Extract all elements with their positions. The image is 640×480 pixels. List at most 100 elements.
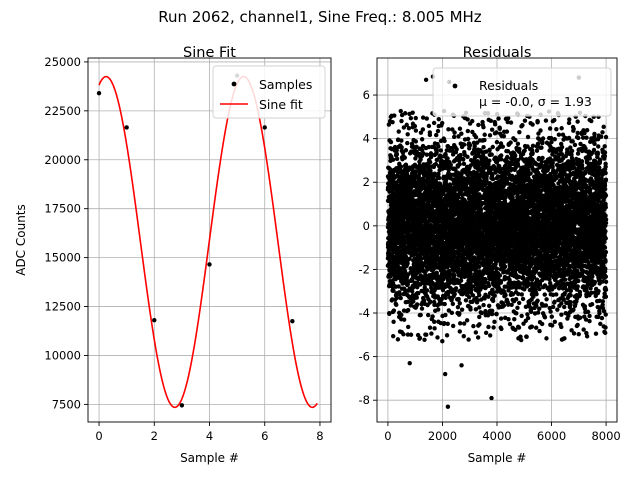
residual-point [473,134,479,140]
residual-point [406,324,411,330]
residual-point [405,140,410,146]
residual-point [421,151,426,156]
residual-point [417,335,423,341]
residual-point [431,120,437,126]
residual-point [391,308,397,313]
residual-point [394,156,400,162]
residuals-xtick-label: 0 [384,429,391,443]
residual-point [489,152,494,157]
sine-fit-plot-area [96,73,318,409]
residual-point [459,307,465,312]
residual-point [512,316,517,322]
residual-point [477,264,482,270]
residual-point [470,293,476,298]
residual-point [483,330,489,335]
residual-point [451,134,457,140]
residual-point [465,128,471,134]
residual-point [456,266,461,272]
residual-point [470,118,475,124]
residual-point [466,294,472,300]
residual-point [513,296,519,302]
residual-point [414,295,419,300]
residual-point [391,333,396,339]
residual-point [461,321,467,326]
residual-point [498,316,504,321]
residual-point [492,293,497,298]
residual-point [403,148,409,153]
residual-point [447,172,453,177]
residual-point [457,311,462,316]
residual-point [479,310,484,316]
residual-point [460,157,466,162]
residual-point [426,144,431,150]
residual-point [436,175,442,181]
sine-fit-xtick-label: 6 [261,429,268,443]
residual-point [481,124,486,130]
residual-point [412,123,418,129]
residual-point [403,254,409,259]
residuals-ytick-label: -4 [359,306,370,320]
legend-samples-marker [231,81,237,87]
residual-point [491,325,496,330]
residual-point [450,148,455,154]
residual-point [445,156,450,161]
residual-point [399,118,404,124]
residual-point [400,150,406,155]
residual-point [490,176,496,182]
sample-point [290,319,295,324]
residual-point [494,130,499,135]
residual-point [429,285,434,291]
residual-point [395,337,401,342]
residual-point [445,144,451,149]
residual-point [489,127,495,132]
residual-point [418,273,423,278]
residual-point [394,295,400,301]
sample-point [124,125,129,130]
sine-fit-ytick-label: 25000 [44,55,81,69]
residual-point [477,292,482,298]
residual-point [489,308,495,313]
residual-point [465,154,470,160]
residual-point [413,169,418,174]
residual-point [442,301,447,307]
residual-point [398,295,403,301]
residuals-xtick-label: 2000 [428,429,457,443]
residual-point [494,266,500,271]
residual-point [446,308,452,313]
residual-point [413,128,419,133]
residual-point [398,164,404,169]
residual-point [458,152,463,158]
residual-point [473,330,479,335]
residual-point [391,319,396,324]
residual-point [426,123,432,129]
sine-fit-ytick-label: 12500 [44,300,81,314]
residuals-ytick-label: -2 [359,262,370,276]
residual-point [428,299,433,304]
residuals-ytick-label: 6 [363,88,370,102]
residual-point [418,157,423,162]
sine-fit-ytick-label: 7500 [52,397,81,411]
residual-point [458,278,464,283]
residual-point [422,337,427,342]
residual-point [424,332,429,337]
residual-point [394,148,399,153]
residual-point [390,157,396,162]
residual-point [441,321,447,326]
residual-point [475,335,481,340]
residual-point [424,116,429,121]
residual-point [418,312,423,318]
sine-fit-xlabel: Sample # [180,451,239,465]
residual-point [487,158,492,163]
sine-fit-ytick-label: 10000 [44,348,81,362]
residual-point [445,321,450,327]
residual-point [392,113,397,118]
residuals-ytick-label: 0 [363,219,370,233]
sine-fit-ylabel: ADC Counts [14,204,28,276]
residual-point [428,151,434,156]
residual-point [500,144,505,149]
sine-fit-xtick-label: 2 [151,429,158,443]
residual-point [503,292,508,298]
residual-point [399,138,404,143]
sample-point [262,125,267,130]
